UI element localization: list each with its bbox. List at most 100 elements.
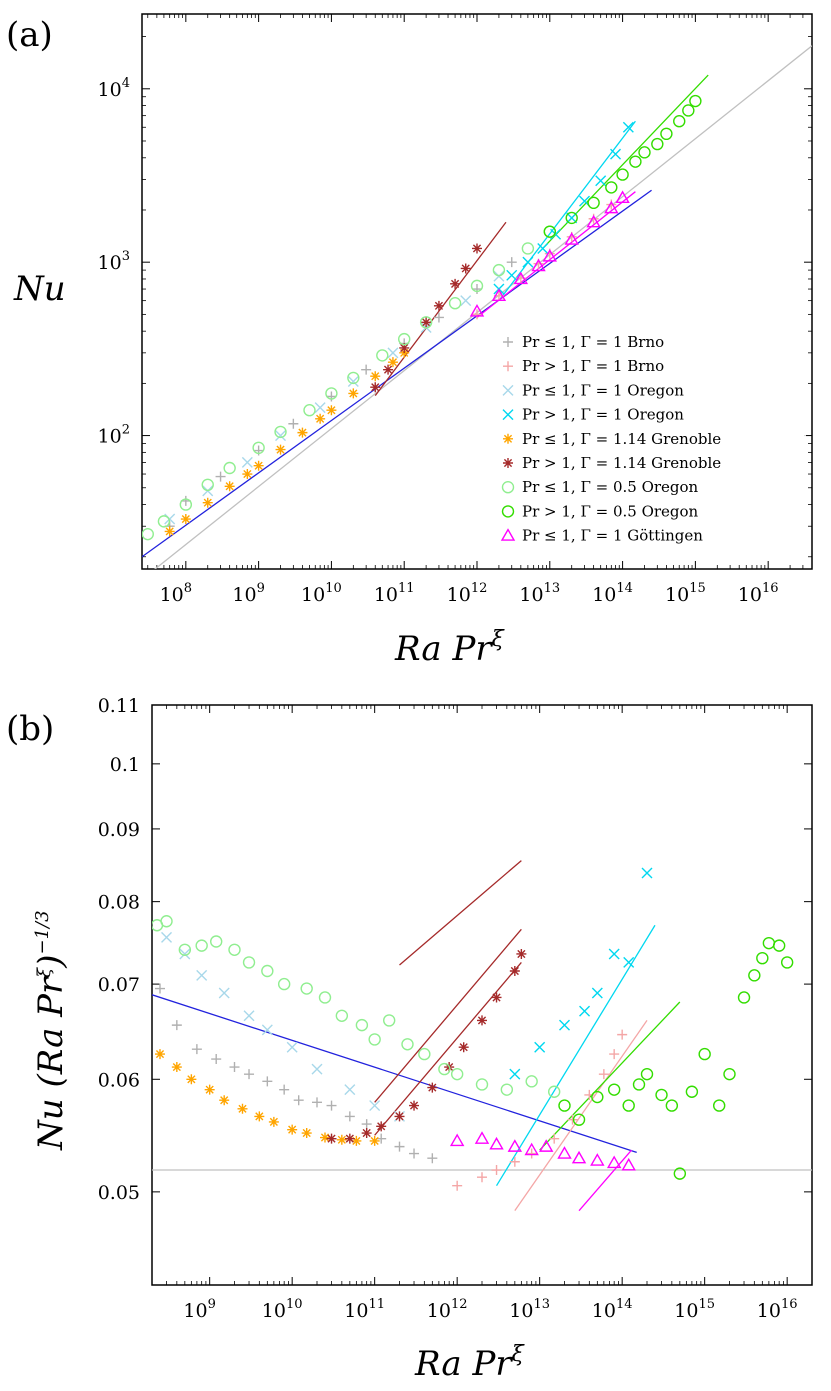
- fit-line: [374, 928, 522, 1103]
- data-point: [297, 427, 308, 438]
- x-tick-label: 1016: [738, 581, 779, 606]
- data-point: [262, 1076, 273, 1087]
- legend-label: Pr > 1, Γ = 1 Oregon: [522, 406, 684, 424]
- data-point: [274, 425, 287, 439]
- data-point: [319, 1132, 330, 1143]
- data-point: [623, 956, 635, 968]
- data-point: [195, 939, 208, 952]
- axis-ticks: 109 1010 1011 1012 1013 1014 1015 1016 0.05 0.06 0…: [98, 695, 813, 1322]
- data-point: [460, 263, 471, 274]
- data-point: [572, 1113, 586, 1126]
- data-point: [489, 1136, 504, 1150]
- data-point: [698, 1047, 711, 1061]
- legend-marker: [503, 337, 513, 347]
- x-tick-label: 1011: [374, 581, 415, 606]
- data-point: [509, 1068, 521, 1080]
- series-pr-1-1-oregon: [161, 931, 405, 1122]
- data-point: [160, 915, 173, 928]
- data-point: [433, 300, 444, 311]
- plot-area-a: 108 109 1010 1011 1012 1013 1014 1015 1016 102 103…: [98, 14, 813, 606]
- data-point: [472, 309, 482, 320]
- series-pr-1-1-g-ttingen: [469, 190, 630, 317]
- x-tick-label: 1015: [674, 1297, 715, 1322]
- data-point: [142, 527, 154, 541]
- data-point: [689, 94, 702, 108]
- data-point: [179, 948, 191, 960]
- data-point: [522, 256, 534, 268]
- data-point: [506, 269, 518, 281]
- series-pr-1-1-oregon: [509, 867, 653, 1080]
- data-point: [398, 332, 411, 346]
- series-pr-1-1-g-ttingen: [449, 1131, 636, 1171]
- data-point: [491, 288, 507, 301]
- data-point: [595, 175, 607, 187]
- data-point: [253, 445, 264, 456]
- fit-line: [399, 860, 522, 966]
- data-point: [209, 935, 223, 948]
- data-point: [387, 347, 399, 359]
- data-point: [590, 1153, 605, 1166]
- fit-line: [374, 962, 522, 1136]
- data-point: [433, 312, 444, 323]
- data-point: [288, 418, 299, 429]
- data-point: [326, 391, 337, 402]
- legend-label: Pr > 1, Γ = 0.5 Oregon: [522, 502, 699, 520]
- data-point: [632, 1078, 646, 1091]
- data-point: [474, 1131, 490, 1144]
- data-point: [587, 196, 600, 210]
- data-point: [242, 469, 253, 480]
- data-point: [591, 987, 603, 999]
- data-point: [202, 497, 213, 508]
- data-point: [370, 382, 381, 393]
- data-point: [491, 992, 502, 1003]
- data-point: [608, 948, 620, 960]
- data-point: [565, 211, 578, 225]
- legend-item-pr-1-1-oregon: Pr > 1, Γ = 1 Oregon: [502, 406, 684, 424]
- data-point: [460, 295, 472, 307]
- x-axis-label-b: Ra Prξ: [414, 1342, 526, 1384]
- data-point: [477, 1015, 487, 1026]
- data-point: [621, 1157, 636, 1171]
- data-point: [640, 1067, 654, 1081]
- data-point: [394, 1141, 405, 1152]
- data-point: [369, 1100, 381, 1112]
- data-point: [524, 1142, 539, 1156]
- y-axis-label-b: Nu (Ra Prξ)−1/3: [31, 910, 71, 1151]
- legend-a: Pr ≤ 1, Γ = 1 Brno Pr > 1, Γ = 1 Brno Pr ≤…: [488, 326, 806, 552]
- y-axis-label-a: Nu: [13, 269, 66, 309]
- data-point: [598, 1069, 609, 1080]
- data-point: [534, 1041, 546, 1053]
- data-point: [164, 526, 175, 537]
- data-point: [229, 1062, 240, 1073]
- data-point: [470, 279, 484, 293]
- axis-ticks: 108 109 1010 1011 1012 1013 1014 1015 1016 102 103…: [98, 14, 813, 606]
- data-point: [549, 1133, 560, 1144]
- data-point: [243, 1010, 255, 1022]
- x-tick-label: 1012: [427, 1297, 468, 1322]
- data-point: [347, 371, 360, 385]
- data-point: [287, 1124, 298, 1135]
- data-point: [268, 1116, 279, 1127]
- data-point: [355, 1018, 369, 1032]
- legend-marker: [502, 409, 514, 421]
- data-point: [178, 943, 192, 956]
- data-point: [348, 388, 359, 399]
- series-pr-1-0-5-oregon: [152, 915, 561, 1098]
- data-point: [157, 515, 171, 528]
- fit-line: [498, 120, 636, 302]
- data-point: [219, 1095, 230, 1106]
- x-tick-label: 109: [183, 1297, 215, 1322]
- data-point: [201, 478, 214, 492]
- data-point: [241, 456, 253, 468]
- fit-line: [495, 924, 656, 1187]
- y-tick-label: 0.07: [98, 974, 140, 996]
- data-point: [607, 1083, 621, 1096]
- data-point: [293, 1095, 304, 1106]
- data-point: [638, 146, 651, 159]
- data-point: [506, 257, 517, 268]
- legend-item-pr-1-1-g-ttingen: Pr ≤ 1, Γ = 1 Göttingen: [500, 527, 703, 545]
- data-point: [712, 1099, 726, 1112]
- data-point: [300, 982, 313, 995]
- data-point: [303, 404, 316, 417]
- data-point: [326, 405, 337, 416]
